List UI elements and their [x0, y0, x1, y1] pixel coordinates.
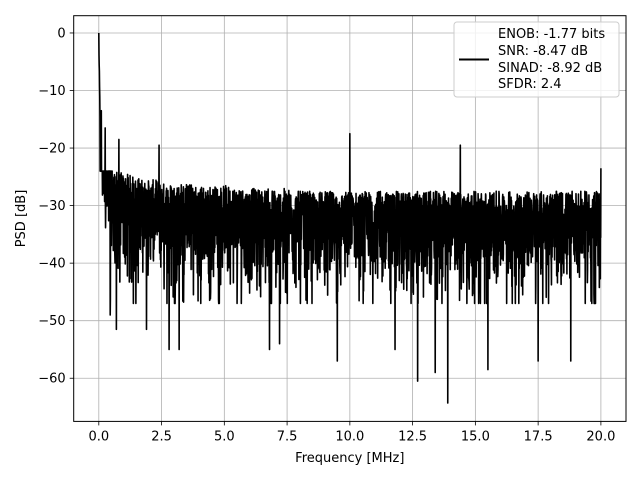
legend-line-3: SINAD: -8.92 dB	[498, 61, 602, 76]
psd-series-line	[98, 32, 602, 404]
x-tick-label: 5.0	[214, 429, 235, 444]
legend-line-2: SNR: -8.47 dB	[498, 44, 588, 59]
y-tick-label: −50	[38, 314, 65, 329]
y-tick-label: −10	[38, 84, 65, 99]
x-tick-label: 7.5	[277, 429, 298, 444]
series-area	[98, 32, 602, 404]
x-tick-label: 10.0	[335, 429, 364, 444]
y-axis-label: PSD [dB]	[14, 190, 29, 248]
x-ticks: 0.0 2.5 5.0 7.5 10.0 12.5 15.0 17.5 20.0	[88, 421, 615, 444]
x-tick-label: 17.5	[524, 429, 553, 444]
x-tick-label: 12.5	[398, 429, 427, 444]
y-ticks: 0 −10 −20 −30 −40 −50 −60	[38, 26, 74, 387]
legend-line-4: SFDR: 2.4	[498, 77, 562, 92]
y-tick-label: −60	[38, 372, 65, 387]
legend: ENOB: -1.77 bits SNR: -8.47 dB SINAD: -8…	[453, 21, 620, 98]
x-tick-label: 15.0	[461, 429, 490, 444]
y-tick-label: 0	[57, 26, 65, 41]
x-tick-label: 20.0	[586, 429, 615, 444]
legend-box	[453, 21, 620, 98]
y-tick-label: −30	[38, 199, 65, 214]
y-tick-label: −40	[38, 257, 65, 272]
x-axis-label: Frequency [MHz]	[295, 451, 404, 466]
y-tick-label: −20	[38, 142, 65, 157]
legend-line-1: ENOB: -1.77 bits	[498, 27, 605, 42]
x-tick-label: 0.0	[88, 429, 109, 444]
x-tick-label: 2.5	[151, 429, 172, 444]
